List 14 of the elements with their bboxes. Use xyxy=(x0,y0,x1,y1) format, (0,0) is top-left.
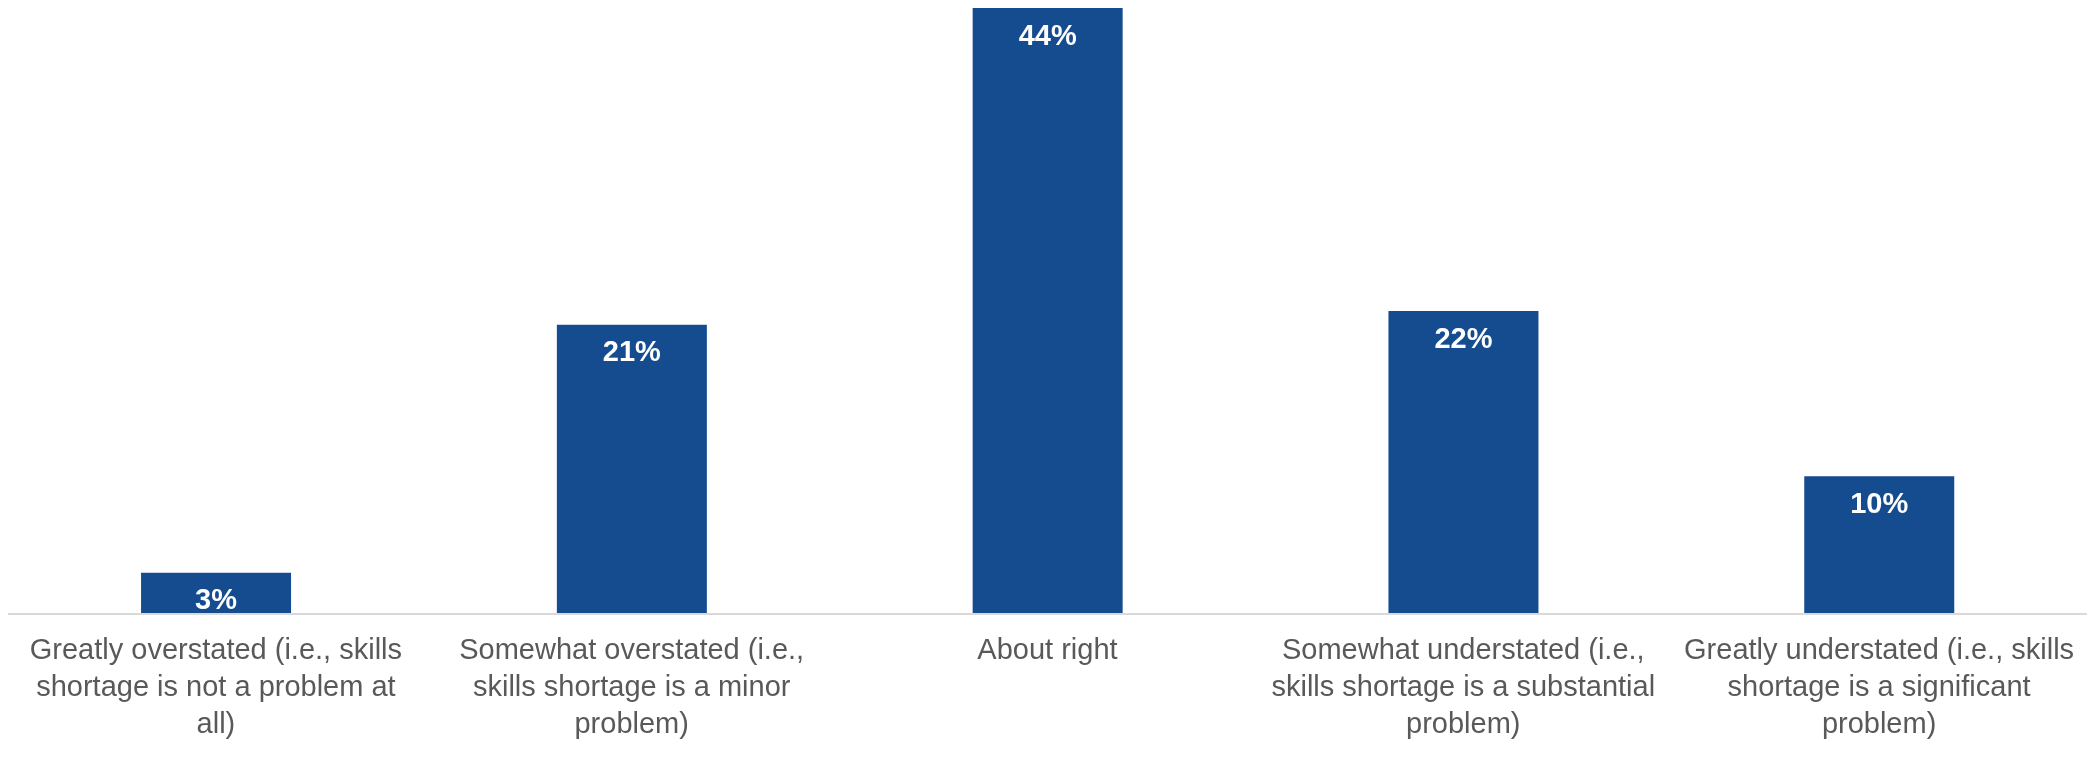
x-tick-label: Somewhat understated (i.e., skills shortage is a substantial problem) xyxy=(1271,633,1656,739)
bar xyxy=(972,8,1123,614)
bar xyxy=(1804,476,1955,614)
data-label: 3% xyxy=(195,583,238,616)
bar xyxy=(1388,311,1539,614)
data-label: 21% xyxy=(602,335,662,368)
x-tick-label: Somewhat overstated (i.e., skills shortage is a minor problem) xyxy=(459,633,805,739)
x-tick-label: Greatly understated (i.e., skills shortage is a significant problem) xyxy=(1684,633,2075,739)
data-label: 22% xyxy=(1434,321,1493,354)
x-tick-label: About right xyxy=(977,633,1118,665)
x-tick-label: Greatly overstated (i.e., skills shortage is not a problem at all) xyxy=(29,633,403,739)
data-label: 10% xyxy=(1850,486,1909,519)
bar xyxy=(556,324,707,614)
data-label: 44% xyxy=(1018,18,1077,51)
